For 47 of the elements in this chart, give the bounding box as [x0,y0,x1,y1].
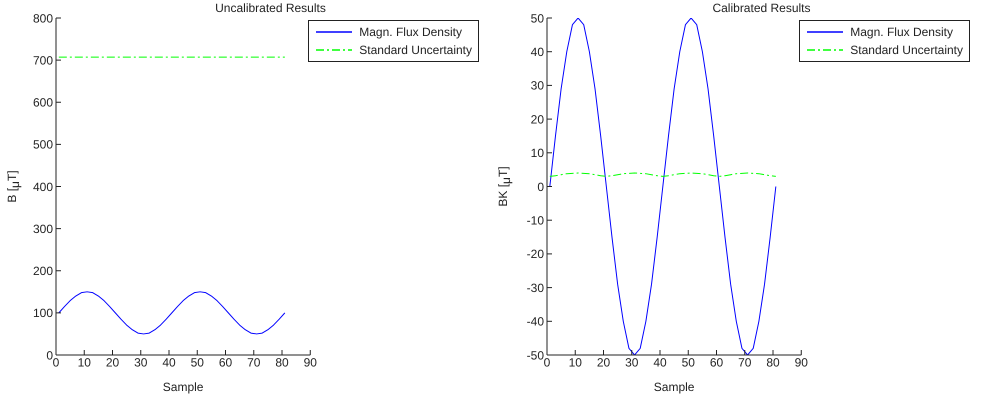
legend-label: Magn. Flux Density [358,24,463,41]
y-tick-label: 50 [530,11,544,26]
chart-title: Calibrated Results [712,1,811,15]
y-tick-label: 400 [32,180,54,194]
x-axis-title: Sample [654,380,695,394]
x-tick-label: 30 [134,356,148,370]
y-tick-label: -50 [526,348,544,362]
x-axis-title: Sample [162,380,204,394]
line-series [549,18,776,355]
y-tick-label: 300 [32,222,54,236]
x-tick-label: 60 [710,356,724,370]
y-tick-label: -30 [526,280,544,295]
y-tick-label: 200 [32,264,54,278]
x-tick-label: 50 [682,356,696,370]
x-tick-label: 10 [568,356,582,370]
x-tick-label: 90 [794,356,808,370]
y-tick-label: -40 [526,314,544,329]
y-tick-label: 700 [32,53,54,68]
y-tick-label: -20 [526,247,544,262]
x-tick-label: 50 [190,356,204,370]
x-tick-label: 20 [106,356,120,370]
y-tick-label: 40 [530,44,544,59]
legend-label: Standard Uncertainty [849,42,963,59]
x-tick-label: 60 [218,356,233,370]
y-tick-label: 800 [32,11,54,26]
y-tick-label: 30 [530,78,544,93]
y-tick-label: 100 [32,306,54,320]
x-tick-label: 90 [304,356,318,370]
x-tick-label: 80 [766,356,780,370]
y-tick-label: 0 [537,180,544,194]
legend-label: Standard Uncertainty [358,42,472,59]
y-tick-label: 10 [530,146,544,160]
y-tick-label: 20 [530,112,544,126]
x-tick-label: 70 [247,356,261,370]
y-tick-label: 600 [32,96,54,110]
y-tick-label: -10 [526,213,544,228]
line-series [58,291,286,334]
chart-title: Uncalibrated Results [215,1,326,15]
x-tick-label: 20 [596,356,610,370]
x-tick-label: 40 [162,356,176,370]
x-tick-label: 30 [625,356,639,370]
x-tick-label: 70 [738,356,752,370]
x-tick-label: 40 [653,356,667,370]
y-tick-label: 500 [32,138,54,152]
x-tick-label: 10 [78,356,92,370]
x-tick-label: 80 [275,356,290,370]
legend-label: Magn. Flux Density [849,24,954,41]
